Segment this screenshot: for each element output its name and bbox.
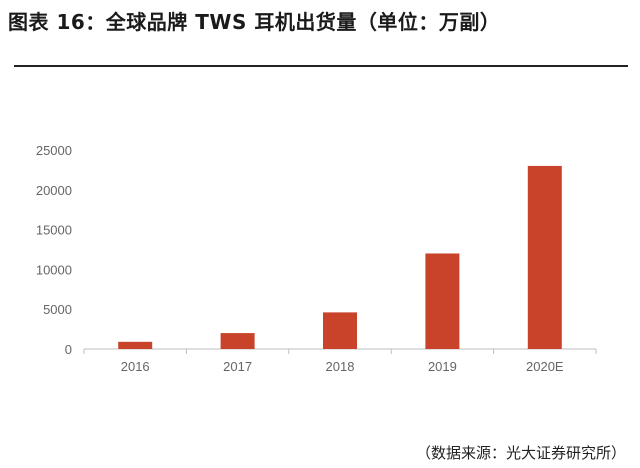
x-tick-label: 2018 bbox=[326, 359, 355, 374]
bar-2017 bbox=[220, 333, 255, 349]
x-tick-label: 2017 bbox=[223, 359, 252, 374]
x-tick-label: 2016 bbox=[121, 359, 150, 374]
chart-title: 图表 16：全球品牌 TWS 耳机出货量（单位：万副） bbox=[8, 10, 501, 34]
y-axis-ticks: 0 5000 10000 15000 20000 25000 bbox=[36, 143, 72, 357]
data-source-note: （数据来源：光大证券研究所） bbox=[415, 444, 626, 462]
x-axis-ticks: 2016 2017 2018 2019 2020E bbox=[83, 349, 597, 374]
x-tick-label: 2019 bbox=[428, 359, 457, 374]
bar-2020E bbox=[527, 165, 562, 349]
y-tick-label: 20000 bbox=[36, 183, 72, 198]
bars-group bbox=[118, 165, 562, 349]
x-tick-label: 2020E bbox=[526, 359, 564, 374]
bar-2018 bbox=[323, 312, 357, 349]
bar-2019 bbox=[425, 253, 460, 349]
title-divider bbox=[14, 65, 628, 67]
y-tick-label: 25000 bbox=[36, 143, 72, 158]
y-tick-label: 10000 bbox=[36, 262, 72, 277]
bar-2016 bbox=[118, 341, 153, 349]
y-tick-label: 15000 bbox=[36, 223, 72, 238]
y-tick-label: 0 bbox=[65, 342, 72, 357]
y-tick-label: 5000 bbox=[43, 302, 72, 317]
